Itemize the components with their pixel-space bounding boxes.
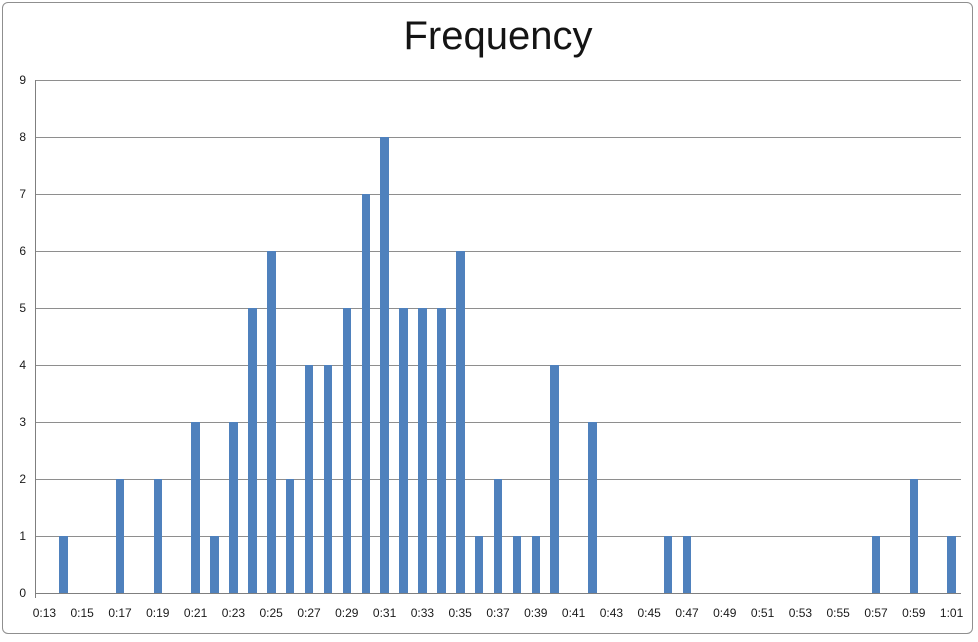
x-tick-label: 0:27 xyxy=(297,606,321,620)
x-tick-label: 0:55 xyxy=(826,606,850,620)
bar-0:33 xyxy=(418,308,427,593)
bar-0:17 xyxy=(115,479,125,593)
y-tick-label: 7 xyxy=(19,187,26,201)
bar-0:26 xyxy=(285,479,295,593)
y-tick-label: 1 xyxy=(19,529,26,543)
bar-0:25 xyxy=(267,251,276,593)
bar-0:57 xyxy=(871,536,881,593)
x-tick-label: 0:39 xyxy=(524,606,548,620)
bar-0:19 xyxy=(153,479,163,593)
x-tick-label: 0:21 xyxy=(183,606,208,620)
y-axis-line xyxy=(35,80,36,598)
bar-0:14 xyxy=(59,536,68,593)
gridline xyxy=(35,308,961,309)
x-tick-label: 0:57 xyxy=(864,606,888,620)
y-tick-label: 8 xyxy=(19,130,26,144)
gridline xyxy=(35,80,961,81)
x-tick-label: 0:37 xyxy=(486,606,510,620)
bar-0:21 xyxy=(191,422,200,593)
x-tick-label: 0:25 xyxy=(259,606,283,620)
bar-0:37 xyxy=(493,479,503,593)
x-tick-label: 0:51 xyxy=(750,606,775,620)
gridline xyxy=(35,194,961,195)
bar-0:40 xyxy=(550,365,559,593)
y-tick-label: 5 xyxy=(19,301,26,315)
bar-0:22 xyxy=(210,536,219,593)
chart-title: Frequency xyxy=(403,14,593,58)
x-axis-line xyxy=(35,593,961,594)
bar-0:29 xyxy=(342,308,352,593)
x-tick-label: 0:49 xyxy=(713,606,737,620)
x-tick-label: 1:01 xyxy=(939,606,964,620)
x-tick-label: 0:17 xyxy=(108,606,132,620)
chart-frame xyxy=(2,2,973,634)
bar-0:46 xyxy=(663,536,673,593)
gridline xyxy=(35,251,961,252)
y-tick-label: 4 xyxy=(19,358,26,372)
gridline xyxy=(35,365,961,366)
bar-0:39 xyxy=(531,536,540,593)
x-tick-label: 0:19 xyxy=(146,606,170,620)
bar-0:38 xyxy=(512,536,522,593)
y-tick-label: 0 xyxy=(19,586,26,600)
x-tick-label: 0:13 xyxy=(32,606,57,620)
y-tick-label: 6 xyxy=(19,244,26,258)
gridline xyxy=(35,422,961,423)
bar-0:34 xyxy=(437,308,446,593)
x-tick-label: 0:35 xyxy=(448,606,472,620)
bar-0:36 xyxy=(474,536,484,593)
x-tick-label: 0:15 xyxy=(70,606,94,620)
y-tick-label: 9 xyxy=(19,73,26,87)
bar-0:28 xyxy=(323,365,333,593)
x-tick-label: 0:47 xyxy=(675,606,699,620)
bar-1:01 xyxy=(947,536,956,593)
x-tick-label: 0:45 xyxy=(637,606,661,620)
bar-0:35 xyxy=(456,251,465,593)
bar-0:59 xyxy=(909,479,918,593)
bar-0:31 xyxy=(380,137,389,593)
bar-0:23 xyxy=(229,422,238,593)
bar-0:42 xyxy=(588,422,597,593)
bar-0:32 xyxy=(399,308,408,593)
bar-0:27 xyxy=(304,365,314,593)
x-tick-label: 0:41 xyxy=(561,606,586,620)
x-tick-label: 0:59 xyxy=(902,606,926,620)
y-tick-label: 3 xyxy=(19,415,26,429)
x-tick-label: 0:43 xyxy=(599,606,624,620)
x-tick-label: 0:33 xyxy=(410,606,435,620)
y-tick-label: 2 xyxy=(19,472,26,486)
bar-0:47 xyxy=(682,536,692,593)
x-tick-label: 0:29 xyxy=(335,606,359,620)
gridline xyxy=(35,137,961,138)
bar-0:30 xyxy=(361,194,370,593)
x-tick-label: 0:53 xyxy=(788,606,813,620)
x-tick-label: 0:23 xyxy=(221,606,246,620)
x-tick-label: 0:31 xyxy=(372,606,397,620)
bar-0:24 xyxy=(248,308,257,593)
